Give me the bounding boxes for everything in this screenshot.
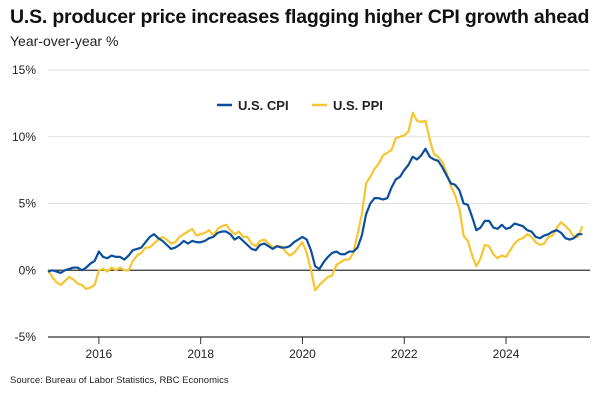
chart-title: U.S. producer price increases flagging h… [10,6,590,28]
y-tick-label: 15% [12,63,36,77]
x-tick-label: 2020 [289,347,316,361]
source-note: Source: Bureau of Labor Statistics, RBC … [10,375,229,386]
x-tick-label: 2024 [493,347,520,361]
x-tick-label: 2016 [86,347,113,361]
y-tick-label: 0% [19,263,37,277]
gridlines [48,69,590,338]
x-tick-label: 2022 [391,347,418,361]
y-tick-label: 10% [12,130,36,144]
x-tick-label: 2018 [187,347,214,361]
x-axis: 2016 2018 2020 2022 2024 [86,337,520,361]
y-tick-label: 5% [19,197,37,211]
series-lines [47,111,584,292]
series-line-cpi [47,147,583,275]
series-line-ppi [47,111,584,292]
chart-subtitle: Year-over-year % [10,33,119,49]
legend-label-ppi: U.S. PPI [333,98,383,113]
y-axis-ticks: -5% 0% 5% 10% 15% [12,63,36,344]
y-tick-label: -5% [15,330,37,344]
legend: U.S. CPI U.S. PPI [217,98,383,113]
legend-label-cpi: U.S. CPI [238,98,289,113]
